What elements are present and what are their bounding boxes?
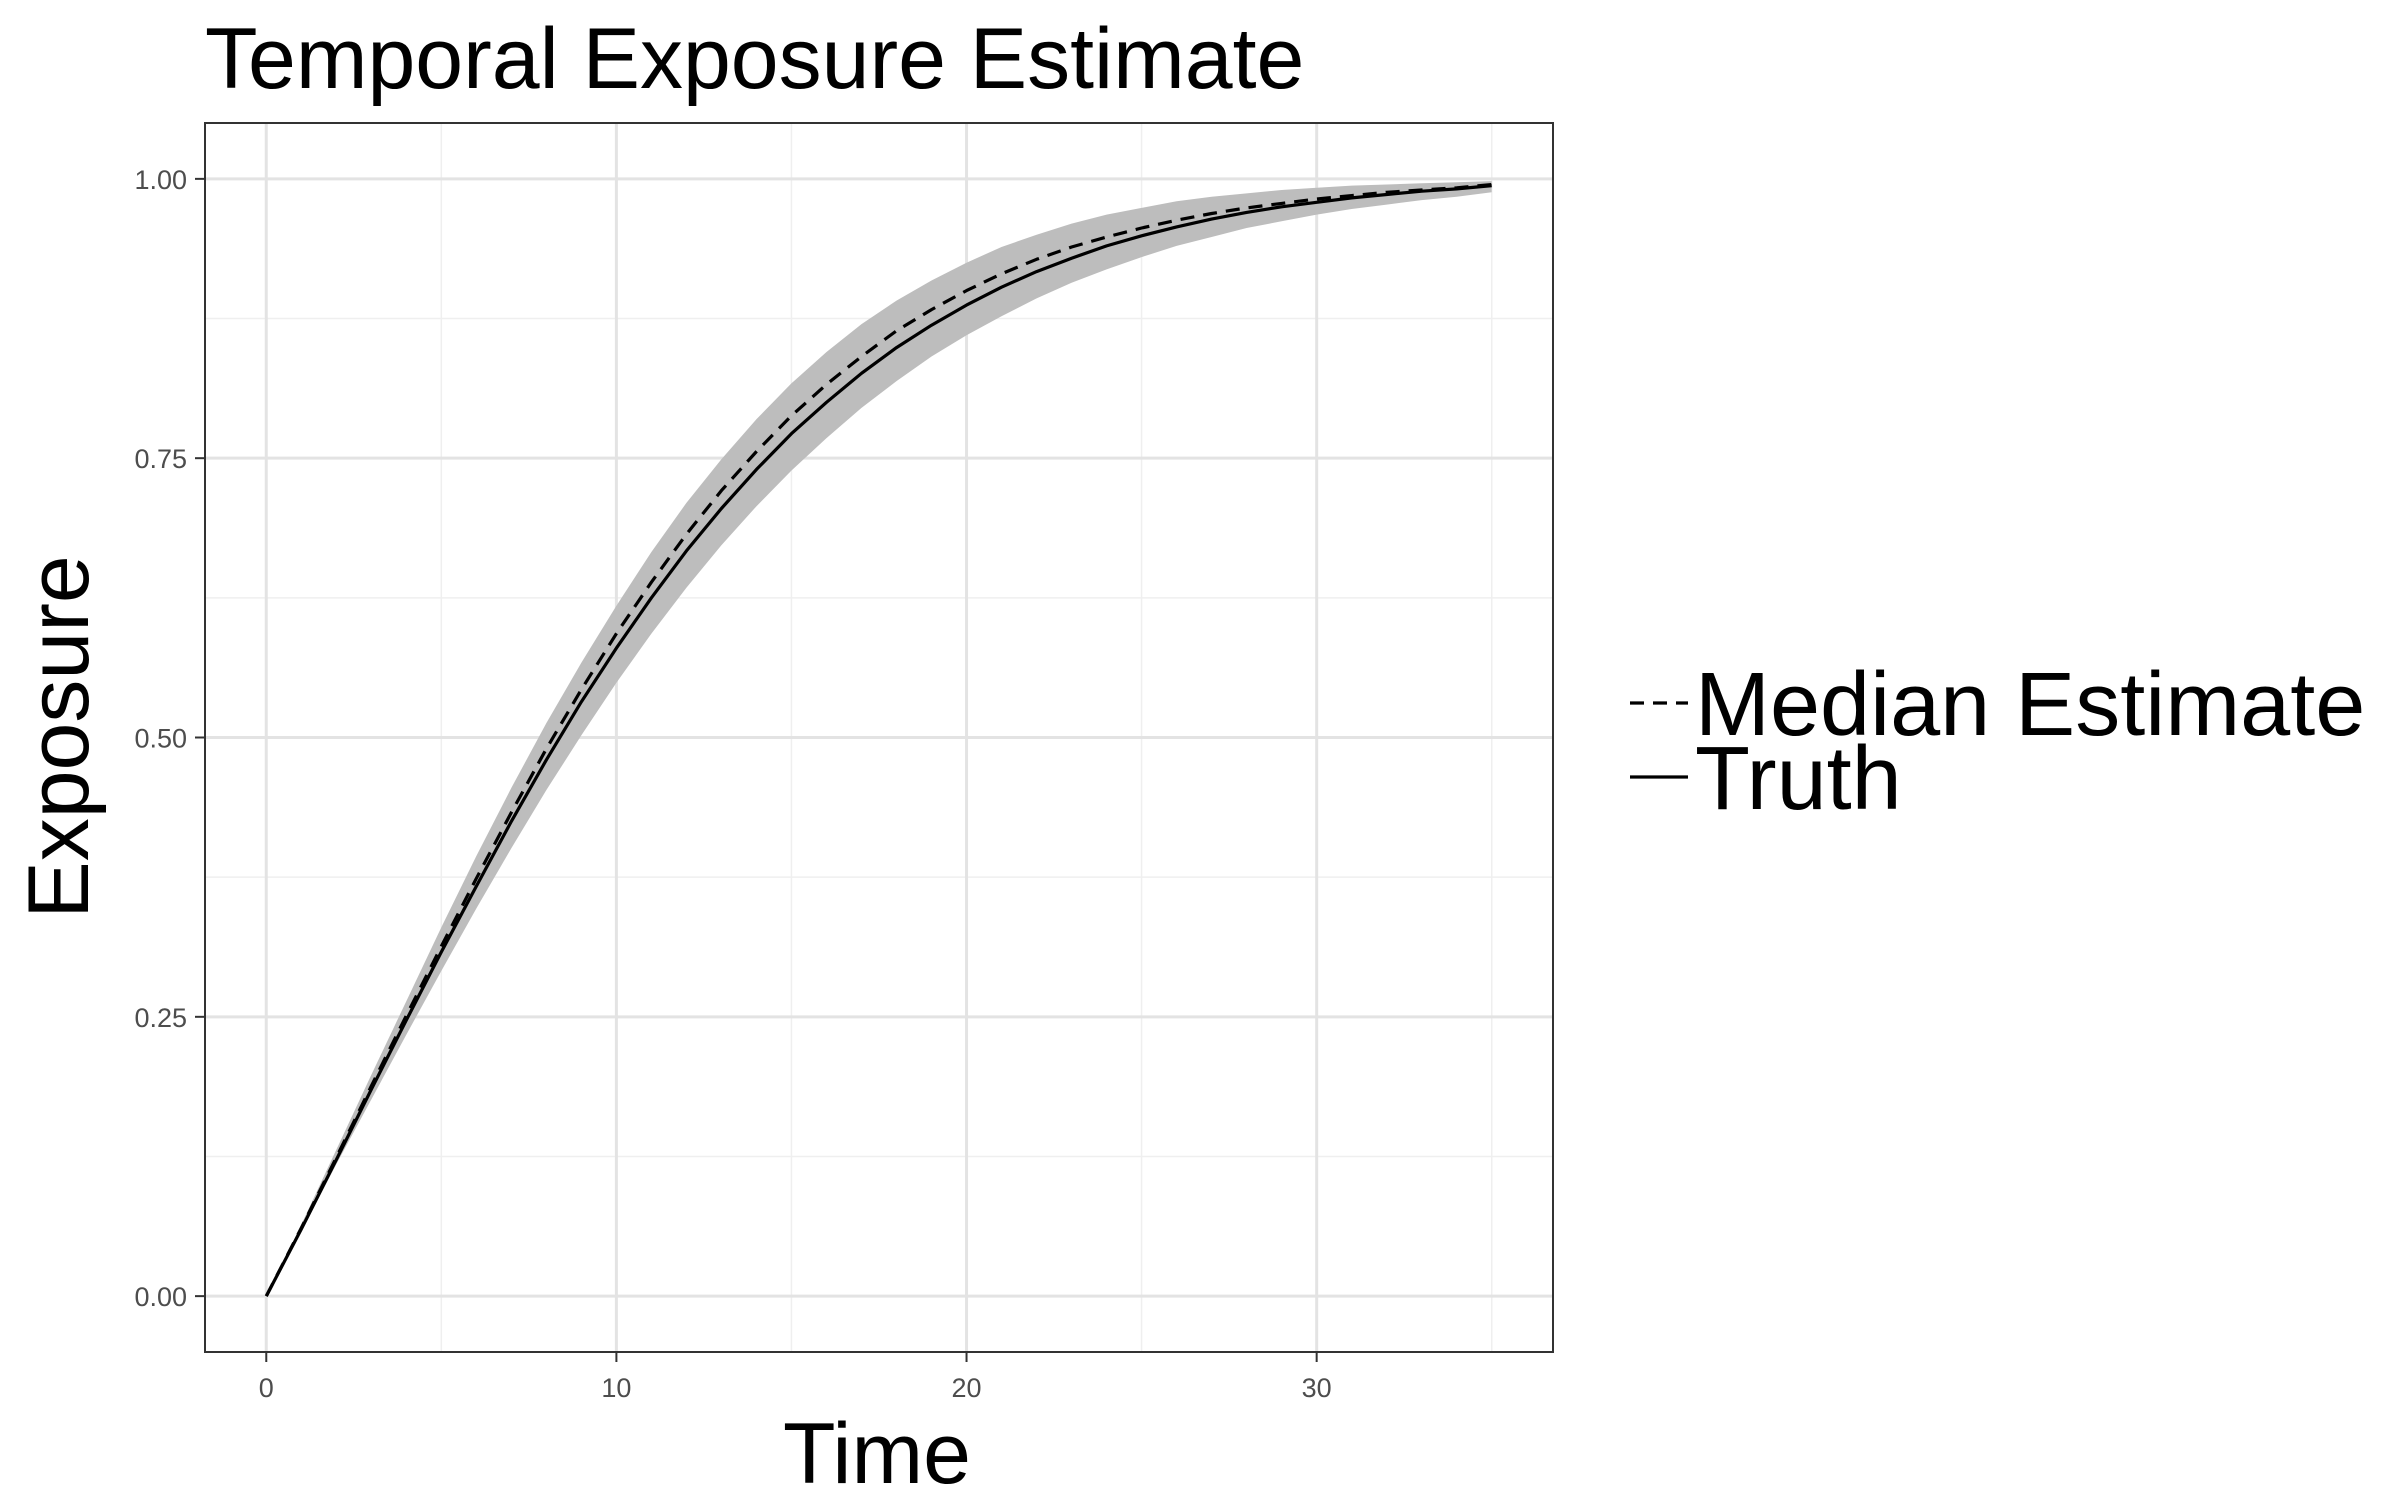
x-tick-labels: 0 10 20 30 <box>259 1373 1332 1403</box>
y-tick-label: 1.00 <box>134 165 187 195</box>
x-tick-label: 0 <box>259 1373 274 1403</box>
axis-ticks <box>195 177 1318 1362</box>
x-tick-label: 30 <box>1302 1373 1332 1403</box>
series-layer <box>264 182 1492 1297</box>
y-tick-label: 0.00 <box>134 1282 187 1312</box>
truth-line <box>264 184 1492 1297</box>
x-tick-label: 20 <box>952 1373 982 1403</box>
legend-label-median-estimate: Median Estimate <box>1695 655 2365 755</box>
chart-title: Temporal Exposure Estimate <box>205 11 1304 107</box>
y-tick-labels: 0.00 0.25 0.50 0.75 1.00 <box>134 165 187 1312</box>
y-axis-title: Exposure <box>11 555 107 918</box>
x-tick-label: 10 <box>601 1373 631 1403</box>
y-tick-label: 0.25 <box>134 1003 187 1033</box>
y-tick-label: 0.50 <box>134 724 187 754</box>
y-tick-label: 0.75 <box>134 444 187 474</box>
x-axis-title: Time <box>783 1406 971 1500</box>
grid-lines <box>205 123 1553 1352</box>
legend-label-truth: Truth <box>1695 729 1902 829</box>
